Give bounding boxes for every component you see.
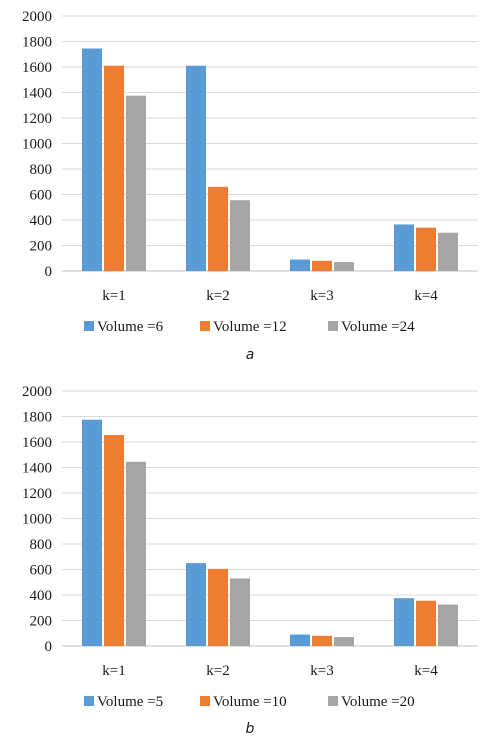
y-tick-label: 600 — [30, 563, 53, 579]
y-tick-label: 2000 — [22, 384, 52, 400]
y-tick-label: 800 — [30, 162, 53, 178]
x-tick-label: k=1 — [102, 663, 125, 679]
bar-volume-12-k-1 — [104, 65, 124, 271]
bar-volume-10-k-2 — [208, 568, 228, 646]
x-tick-label: k=3 — [310, 288, 333, 304]
legend-swatch — [84, 696, 94, 706]
legend-entry: Volume =6 — [97, 319, 164, 335]
bar-volume-12-k-2 — [208, 186, 228, 271]
x-tick-label: k=4 — [414, 663, 438, 679]
bar-volume-6-k-2 — [186, 65, 206, 271]
legend-swatch — [200, 321, 210, 331]
bar-volume-10-k-1 — [104, 434, 124, 646]
y-tick-label: 800 — [30, 537, 53, 553]
chart-caption: b — [246, 721, 255, 737]
legend-swatch — [328, 321, 338, 331]
y-tick-label: 1600 — [22, 435, 52, 451]
y-tick-label: 1200 — [22, 111, 52, 127]
bar-volume-6-k-3 — [290, 259, 310, 271]
bar-volume-12-k-3 — [312, 260, 332, 271]
y-tick-label: 600 — [30, 188, 53, 204]
legend-swatch — [200, 696, 210, 706]
bar-volume-24-k-2 — [230, 200, 250, 271]
y-tick-label: 200 — [30, 614, 53, 630]
x-tick-label: k=3 — [310, 663, 333, 679]
bar-volume-5-k-3 — [290, 634, 310, 646]
legend-swatch — [328, 696, 338, 706]
bar-volume-24-k-4 — [438, 232, 458, 271]
legend-entry: Volume =10 — [213, 694, 287, 710]
legend-swatch — [84, 321, 94, 331]
bar-volume-10-k-3 — [312, 635, 332, 646]
y-tick-label: 1400 — [22, 461, 52, 477]
y-tick-label: 200 — [30, 239, 53, 255]
bar-volume-20-k-3 — [334, 637, 354, 646]
y-tick-label: 2000 — [22, 9, 52, 25]
bar-volume-6-k-4 — [394, 224, 414, 271]
legend-entry: Volume =20 — [341, 694, 415, 710]
legend-entry: Volume =12 — [213, 319, 287, 335]
x-tick-label: k=4 — [414, 288, 438, 304]
x-tick-label: k=2 — [206, 663, 229, 679]
y-tick-label: 400 — [30, 213, 53, 229]
bar-volume-5-k-4 — [394, 598, 414, 646]
bar-volume-10-k-4 — [416, 600, 436, 646]
chart-b: 0 200 400 600 800 1000 1200 1400 1600 1800 2000 k=1… — [22, 384, 478, 737]
y-tick-label: 1800 — [22, 35, 52, 51]
y-tick-label: 1400 — [22, 86, 52, 102]
y-tick-label: 0 — [45, 264, 53, 280]
y-tick-label: 1000 — [22, 137, 52, 153]
y-tick-label: 1200 — [22, 486, 52, 502]
bar-volume-20-k-1 — [126, 461, 146, 646]
y-tick-label: 400 — [30, 588, 53, 604]
bar-volume-24-k-3 — [334, 262, 354, 271]
x-tick-label: k=1 — [102, 288, 125, 304]
y-tick-label: 1800 — [22, 410, 52, 426]
y-tick-label: 1600 — [22, 60, 52, 76]
chart-caption: a — [246, 347, 255, 363]
bar-volume-20-k-2 — [230, 578, 250, 646]
y-tick-label: 1000 — [22, 512, 52, 528]
legend-entry: Volume =5 — [97, 694, 163, 710]
legend-entry: Volume =24 — [341, 319, 415, 335]
bar-volume-5-k-1 — [82, 419, 102, 646]
y-tick-label: 0 — [45, 639, 53, 655]
bar-volume-5-k-2 — [186, 563, 206, 646]
bar-volume-24-k-1 — [126, 95, 146, 271]
bar-volume-20-k-4 — [438, 604, 458, 646]
x-tick-label: k=2 — [206, 288, 229, 304]
chart-a: 0 200 400 600 800 1000 1200 1400 1600 1800 2000 k=1… — [22, 9, 478, 363]
bar-volume-12-k-4 — [416, 227, 436, 271]
bar-volume-6-k-1 — [82, 48, 102, 272]
